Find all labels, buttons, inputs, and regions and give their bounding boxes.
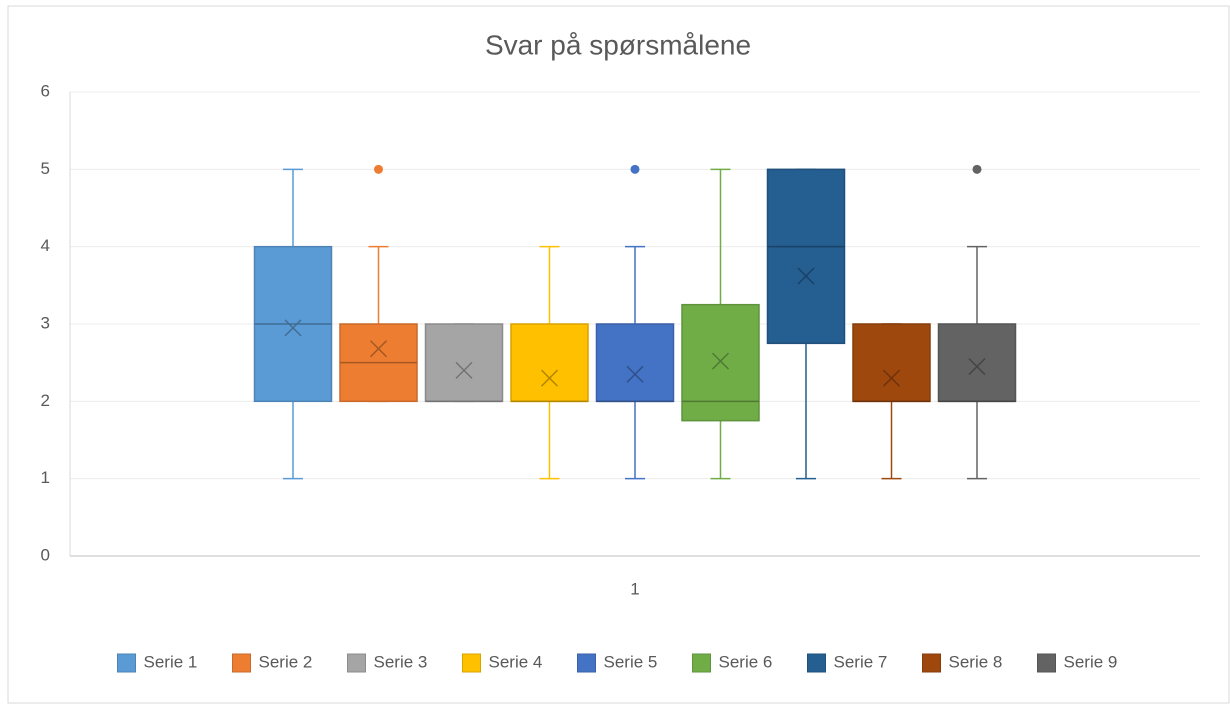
legend-label: Serie 2 xyxy=(259,652,313,671)
mean-marker xyxy=(797,267,815,285)
legend-label: Serie 3 xyxy=(374,652,428,671)
mean-marker xyxy=(369,340,388,358)
legend-swatch xyxy=(807,653,826,673)
x-tick-label: 1 xyxy=(630,579,639,598)
y-tick-label: 0 xyxy=(41,545,50,564)
legend-label: Serie 9 xyxy=(1064,652,1118,671)
mean-marker xyxy=(540,369,559,387)
legend-swatch xyxy=(1037,653,1056,673)
box xyxy=(424,323,504,403)
y-tick-label: 2 xyxy=(41,391,50,410)
mean-marker xyxy=(284,319,302,337)
mean-marker xyxy=(711,352,730,370)
y-tick-label: 5 xyxy=(41,159,50,178)
legend-label: Serie 4 xyxy=(489,652,543,671)
y-tick-label: 6 xyxy=(41,81,50,100)
legend-swatch xyxy=(347,653,366,673)
outlier xyxy=(374,164,383,174)
legend-swatch xyxy=(462,653,481,673)
chart-title: Svar på spørsmålene xyxy=(485,29,751,60)
legend-label: Serie 7 xyxy=(834,652,888,671)
legend-label: Serie 1 xyxy=(144,652,198,671)
box xyxy=(595,323,675,403)
y-tick-label: 4 xyxy=(41,236,50,255)
box xyxy=(852,323,931,403)
legend-swatch xyxy=(117,653,136,673)
legend-swatch xyxy=(922,653,941,673)
mean-marker xyxy=(968,358,986,376)
legend-label: Serie 5 xyxy=(604,652,658,671)
outlier xyxy=(972,164,982,174)
box xyxy=(681,303,760,422)
box xyxy=(937,323,1017,403)
legend-label: Serie 6 xyxy=(719,652,773,671)
y-tick-label: 3 xyxy=(41,313,50,332)
legend-label: Serie 8 xyxy=(949,652,1003,671)
mean-marker xyxy=(626,365,644,383)
box xyxy=(510,323,589,403)
legend-swatch xyxy=(232,653,251,673)
mean-marker xyxy=(455,361,473,379)
legend-swatch xyxy=(577,653,596,673)
legend-swatch xyxy=(692,653,711,673)
y-tick-label: 1 xyxy=(41,468,50,487)
mean-marker xyxy=(882,369,901,387)
outlier xyxy=(630,164,640,174)
box xyxy=(766,168,846,345)
